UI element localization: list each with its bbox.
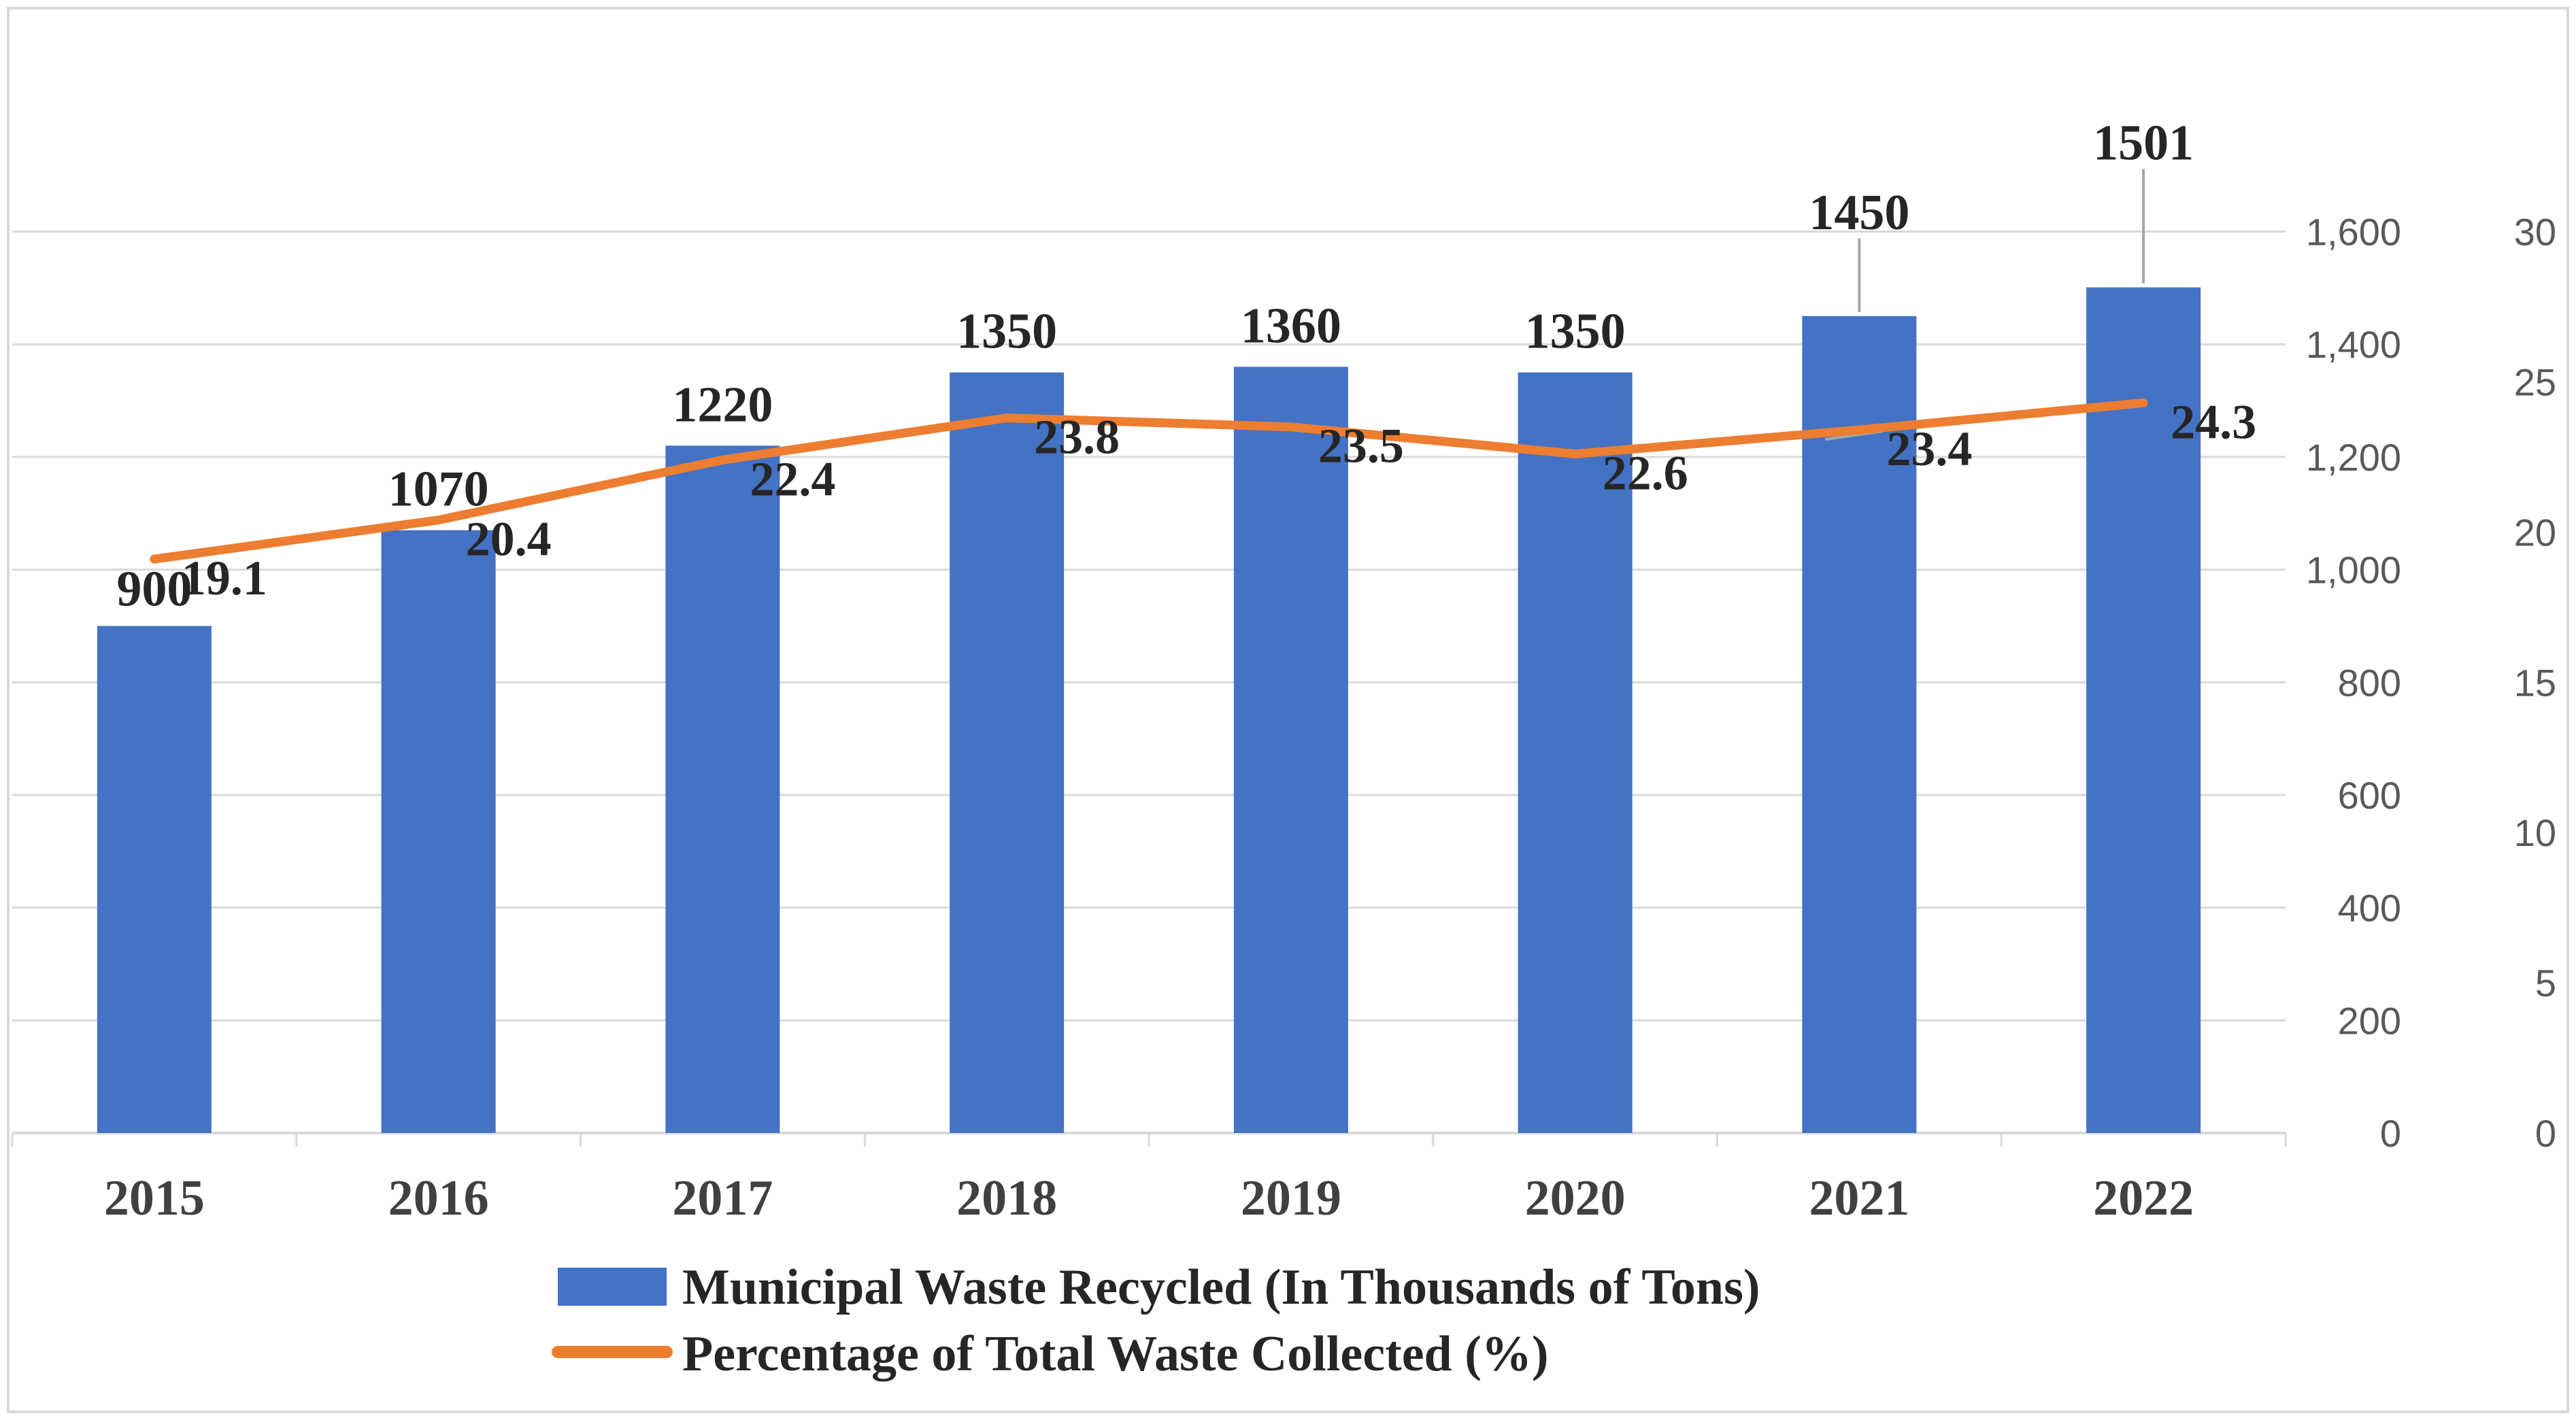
category-label-2021: 2021 (1809, 1170, 1909, 1226)
bar-label-2016: 1070 (388, 462, 489, 518)
left-tick-label: 600 (2338, 774, 2401, 817)
right-axis-ticks: 0 5 10 15 20 25 30 (2514, 211, 2556, 1155)
line-label-2020: 22.6 (1603, 445, 1688, 500)
left-tick-label: 1,600 (2306, 211, 2401, 254)
bar-label-2015: 900 (116, 561, 192, 617)
right-tick-label: 30 (2514, 211, 2556, 254)
line-series (150, 398, 2148, 564)
legend-line-label: Percentage of Total Waste Collected (%) (682, 1326, 1549, 1382)
left-tick-label: 800 (2338, 661, 2401, 704)
category-axis-labels: 2015 2016 2017 2018 2019 2020 2021 2022 (104, 1170, 2194, 1226)
left-tick-label: 200 (2338, 999, 2401, 1042)
line-label-2018: 23.8 (1034, 409, 1120, 464)
left-tick-label: 1,000 (2306, 549, 2401, 592)
category-label-2019: 2019 (1241, 1170, 1341, 1226)
bar-label-2019: 1360 (1241, 298, 1341, 354)
left-tick-label: 400 (2338, 887, 2401, 930)
line-label-2015: 19.1 (182, 551, 267, 605)
bar-label-2021: 1450 (1809, 185, 1909, 241)
category-label-2018: 2018 (956, 1170, 1057, 1226)
left-tick-label: 1,400 (2306, 323, 2401, 366)
percentage-line (150, 398, 2148, 564)
line-label-2022: 24.3 (2171, 394, 2256, 449)
right-tick-label: 5 (2535, 962, 2556, 1004)
left-tick-label: 0 (2380, 1112, 2401, 1155)
bar-2017 (665, 445, 780, 1133)
right-tick-label: 10 (2514, 811, 2556, 854)
legend-bar-label: Municipal Waste Recycled (In Thousands o… (682, 1260, 1760, 1315)
line-label-2019: 23.5 (1318, 419, 1404, 473)
category-label-2017: 2017 (672, 1170, 773, 1226)
category-label-2020: 2020 (1525, 1170, 1626, 1226)
bar-label-2020: 1350 (1525, 304, 1626, 360)
bar-2021 (1802, 316, 1917, 1134)
bar-2020 (1518, 372, 1633, 1133)
bar-2018 (950, 372, 1065, 1133)
bar-label-2017: 1220 (672, 377, 773, 433)
bar-2022 (2086, 287, 2201, 1133)
right-tick-label: 15 (2514, 661, 2556, 704)
right-tick-label: 20 (2514, 511, 2556, 554)
line-label-2017: 22.4 (750, 452, 835, 506)
legend: Municipal Waste Recycled (In Thousands o… (552, 1260, 1760, 1382)
category-label-2015: 2015 (104, 1170, 205, 1226)
bar-label-2018: 1350 (956, 304, 1057, 360)
bar-2019 (1233, 367, 1348, 1133)
legend-bar-swatch (558, 1268, 667, 1306)
category-label-2022: 2022 (2093, 1170, 2194, 1226)
right-tick-label: 0 (2535, 1112, 2556, 1155)
left-axis-ticks: 0 200 400 600 800 1,000 1,200 1,400 1,600 (2306, 211, 2401, 1155)
right-tick-label: 25 (2514, 360, 2556, 403)
bar-label-2022: 1501 (2093, 116, 2194, 171)
line-data-labels: 19.1 20.4 22.4 23.8 23.5 22.6 23.4 24.3 (182, 394, 2256, 605)
line-label-2021: 23.4 (1886, 422, 1972, 476)
bar-series (97, 287, 2201, 1134)
bar-2015 (97, 626, 212, 1133)
line-label-2016: 20.4 (466, 512, 552, 567)
bar-data-labels: 900 1070 1220 1350 1360 1350 1450 1501 (116, 116, 2194, 618)
left-tick-label: 1,200 (2306, 436, 2401, 479)
bar-2016 (381, 530, 496, 1133)
category-label-2016: 2016 (388, 1170, 489, 1226)
